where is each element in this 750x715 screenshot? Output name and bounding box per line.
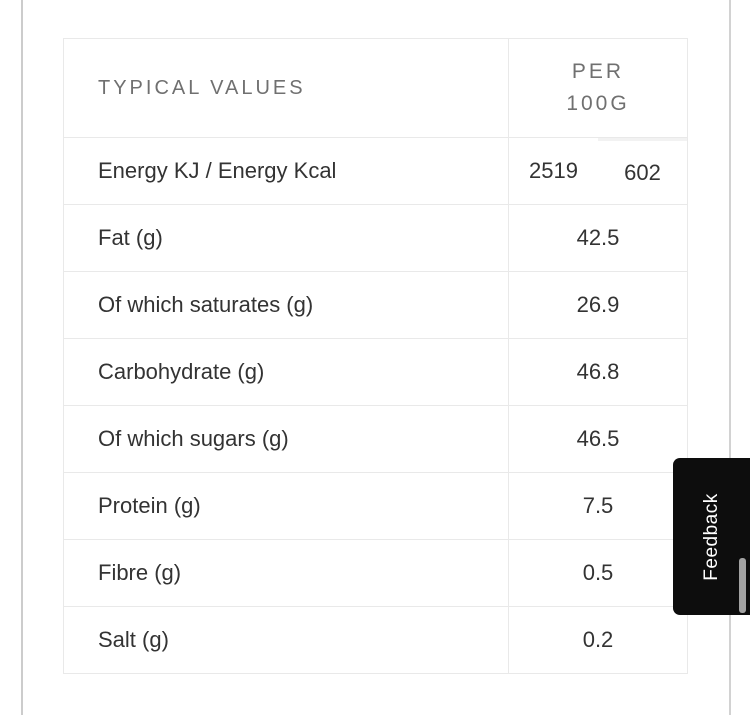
table-row-fat: Fat (g) 42.5 (64, 204, 687, 271)
page-frame-line-right (729, 0, 731, 715)
row-label: Protein (g) (64, 473, 509, 539)
row-label: Carbohydrate (g) (64, 339, 509, 405)
header-typical-values: TYPICAL VALUES (64, 39, 509, 137)
table-row-sugars: Of which sugars (g) 46.5 (64, 405, 687, 472)
header-per-100g-line2: 100G (566, 92, 630, 115)
row-value: 0.5 (582, 560, 614, 585)
header-per-100g-line1: PER (571, 60, 625, 83)
table-row-carbohydrate: Carbohydrate (g) 46.8 (64, 338, 687, 405)
row-value: 46.5 (576, 426, 620, 451)
page-frame-line-left (21, 0, 23, 715)
feedback-tab-label: Feedback (700, 492, 722, 581)
table-header-row: TYPICAL VALUES PER 100G (64, 39, 687, 137)
row-label: Of which sugars (g) (64, 406, 509, 472)
row-value-energy: 2519 602 (509, 138, 687, 204)
header-per-100g: PER 100G (509, 39, 687, 137)
feedback-tab-button[interactable]: Feedback (673, 458, 750, 615)
row-value: 26.9 (576, 292, 620, 317)
row-label: Salt (g) (64, 607, 509, 673)
row-label-energy: Energy KJ / Energy Kcal (64, 138, 509, 204)
row-label: Fat (g) (64, 205, 509, 271)
row-label: Of which saturates (g) (64, 272, 509, 338)
table-row-saturates: Of which saturates (g) 26.9 (64, 271, 687, 338)
nutrition-table: TYPICAL VALUES PER 100G Energy KJ / Ener… (63, 38, 688, 674)
table-row-salt: Salt (g) 0.2 (64, 606, 687, 673)
table-row-fibre: Fibre (g) 0.5 (64, 539, 687, 606)
table-row-energy: Energy KJ / Energy Kcal 2519 602 (64, 137, 687, 204)
energy-kcal-value: 602 (598, 138, 687, 204)
row-value: 46.8 (576, 359, 620, 384)
row-value: 0.2 (582, 627, 614, 652)
row-value: 7.5 (582, 493, 614, 518)
row-value: 42.5 (576, 225, 620, 250)
table-row-protein: Protein (g) 7.5 (64, 472, 687, 539)
energy-kj-value: 2519 (529, 158, 578, 183)
scrollbar-thumb[interactable] (739, 558, 746, 613)
row-label: Fibre (g) (64, 540, 509, 606)
